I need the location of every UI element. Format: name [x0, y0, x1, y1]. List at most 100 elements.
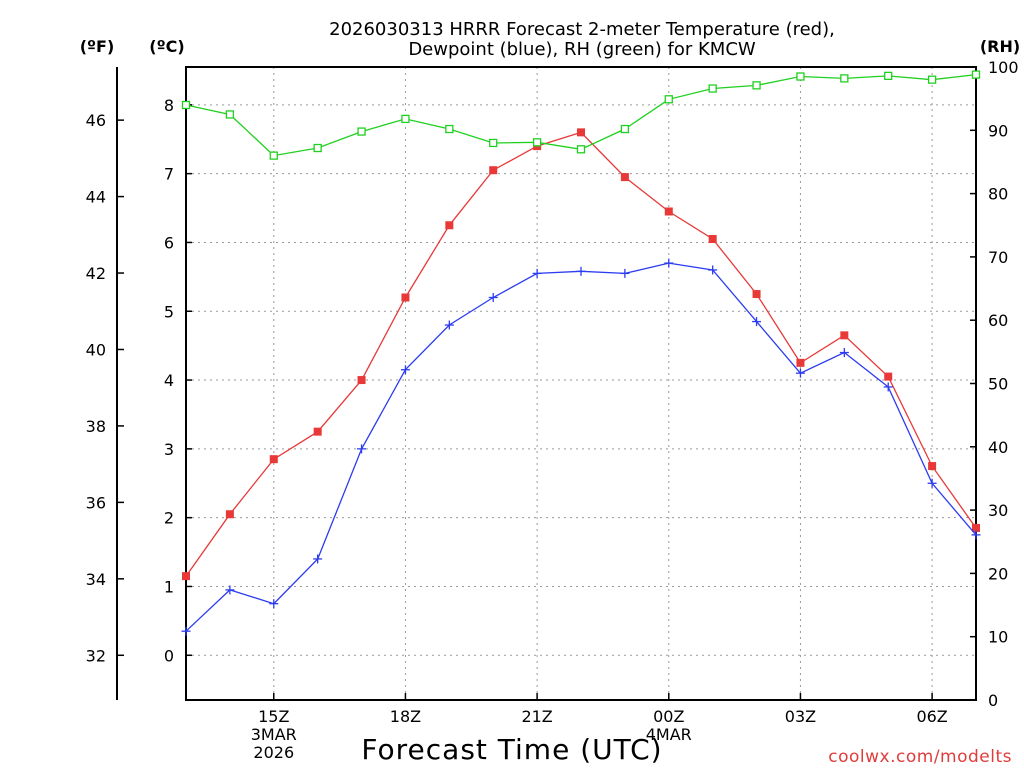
dewpoint-line: [185, 262, 977, 632]
chart-title-line1: 2026030313 HRRR Forecast 2-meter Tempera…: [329, 19, 835, 40]
gridlines: [186, 67, 976, 700]
rh-tick-label: 40: [988, 438, 1008, 457]
dewpoint-point: [400, 365, 410, 375]
rh-tick-label: 20: [988, 564, 1008, 583]
temperature-point: [269, 455, 278, 464]
rh-tick-label: 30: [988, 501, 1008, 520]
dewpoint-point: [620, 268, 630, 278]
celsius-tick-label: 8: [164, 96, 174, 115]
dewpoint-point: [313, 554, 323, 564]
rh-unit-label: (RH): [980, 37, 1020, 56]
dewpoint-point: [488, 292, 498, 302]
rh-point: [708, 84, 717, 93]
fahrenheit-tick-label: 44: [86, 188, 106, 207]
plot-frame: [185, 66, 977, 701]
rh-tick-label: 90: [988, 121, 1008, 140]
dewpoint-point: [708, 265, 718, 275]
temperature-point: [840, 331, 849, 340]
rh-tick-label: 0: [988, 691, 998, 710]
rh-point: [620, 124, 630, 134]
temperature-point: [313, 427, 322, 436]
x-tick-label: 3MAR: [251, 725, 297, 744]
dewpoint-point: [927, 478, 937, 488]
fahrenheit-tick-label: 34: [86, 570, 106, 589]
temperature-line: [185, 131, 977, 577]
temperature-point: [401, 293, 410, 302]
x-tick-label: 06Z: [916, 707, 947, 726]
credit-text: coolwx.com/modelts: [828, 747, 1012, 767]
x-tick-label: 03Z: [785, 707, 816, 726]
rh-tick-label: 10: [988, 628, 1008, 647]
rh-point: [576, 145, 586, 154]
celsius-tick-label: 7: [164, 165, 174, 184]
rh-line: [185, 73, 977, 157]
dewpoint-point: [181, 626, 191, 636]
celsius-tick-label: 1: [164, 577, 174, 596]
dewpoint-point: [839, 348, 849, 358]
x-tick-label: 21Z: [521, 707, 552, 726]
temperature-point: [489, 166, 498, 175]
dewpoint-point: [971, 530, 981, 540]
temperature-point: [884, 372, 893, 381]
x-tick-label: 4MAR: [646, 725, 692, 744]
temperature-point: [972, 523, 980, 532]
rh-tick-label: 80: [988, 185, 1008, 204]
x-tick-label: 15Z: [258, 707, 289, 726]
x-tick-label: 2026: [253, 743, 294, 762]
rh-point: [313, 143, 322, 153]
celsius-tick-label: 4: [164, 371, 174, 390]
rh-point: [532, 138, 542, 147]
temperature-point: [182, 572, 190, 581]
temperature-point: [796, 358, 805, 367]
rh-point: [752, 81, 761, 90]
rh-tick-label: 70: [988, 248, 1008, 267]
dewpoint-point: [664, 258, 674, 268]
temperature-point: [445, 221, 454, 230]
dewpoint-point: [444, 320, 454, 330]
celsius-unit-label: (ºC): [149, 37, 184, 56]
celsius-tick-label: 0: [164, 646, 174, 665]
dewpoint-point: [883, 382, 893, 392]
rh-point: [357, 127, 366, 136]
fahrenheit-tick-label: 32: [86, 646, 106, 665]
fahrenheit-tick-label: 42: [86, 264, 106, 283]
rh-point: [971, 70, 981, 79]
chart-title-line2: Dewpoint (blue), RH (green) for KMCW: [408, 39, 756, 60]
x-tick-label: 18Z: [390, 707, 421, 726]
rh-point: [269, 151, 278, 160]
temperature-point: [664, 207, 673, 216]
temperature-point: [357, 376, 366, 385]
rh-point: [884, 71, 893, 81]
dewpoint-point: [576, 266, 586, 276]
rh-point: [225, 110, 235, 119]
x-axis-label: Forecast Time (UTC): [361, 733, 662, 766]
rh-point: [927, 75, 937, 84]
celsius-tick-label: 3: [164, 440, 174, 459]
rh-point: [664, 95, 673, 104]
series: [181, 70, 981, 636]
celsius-tick-label: 6: [164, 233, 174, 252]
axes: 0123456783234363840424446010203040506070…: [86, 58, 1019, 762]
celsius-tick-label: 5: [164, 302, 174, 321]
dewpoint-point: [752, 317, 762, 327]
temperature-point: [225, 510, 234, 519]
celsius-tick-label: 2: [164, 509, 174, 528]
rh-point: [401, 114, 410, 124]
rh-tick-label: 60: [988, 311, 1008, 330]
dewpoint-point: [357, 444, 367, 454]
rh-point: [489, 138, 498, 148]
x-tick-label: 00Z: [653, 707, 684, 726]
dewpoint-point: [795, 368, 805, 378]
fahrenheit-unit-label: (ºF): [80, 37, 115, 56]
rh-point: [796, 72, 805, 81]
temperature-point: [577, 128, 585, 137]
temperature-point: [620, 173, 629, 182]
dewpoint-point: [269, 599, 279, 609]
rh-tick-label: 50: [988, 375, 1008, 394]
fahrenheit-tick-label: 40: [86, 340, 106, 359]
fahrenheit-tick-label: 46: [86, 111, 106, 130]
temperature-point: [752, 290, 761, 299]
rh-point: [181, 100, 191, 110]
temperature-point: [708, 235, 717, 244]
